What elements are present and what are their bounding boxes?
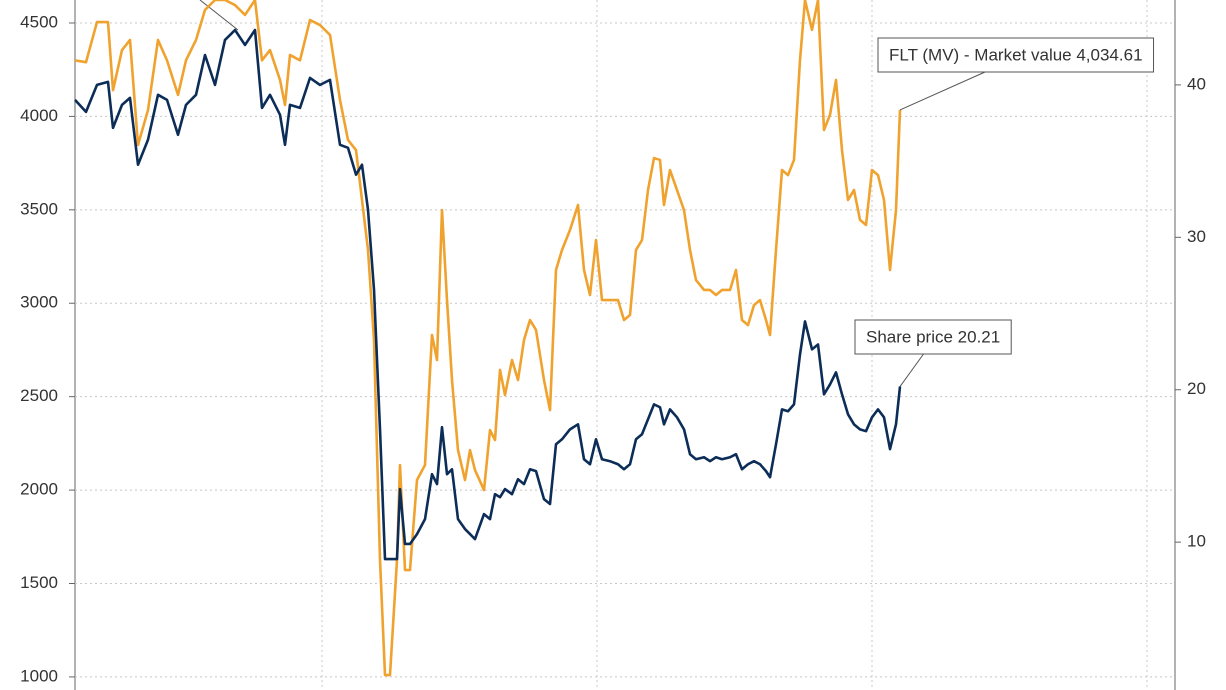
y2-tick-label: 30 xyxy=(1187,227,1206,246)
series-line xyxy=(74,0,902,677)
y2-tick-label: 40 xyxy=(1187,74,1206,93)
leader-line xyxy=(199,0,239,31)
y-tick-label: 3000 xyxy=(20,293,58,312)
y-tick-label: 2000 xyxy=(20,480,58,499)
leader-line xyxy=(899,71,986,111)
leader-line xyxy=(899,351,926,387)
y-tick-label: 2500 xyxy=(20,386,58,405)
y-tick-label: 4000 xyxy=(20,106,58,125)
annotation: FLT (MV) - Market value 4,034.61 xyxy=(889,45,1143,64)
y2-tick-label: 10 xyxy=(1187,532,1206,551)
annotation-box xyxy=(877,37,1155,73)
y-tick-label: 1500 xyxy=(20,573,58,592)
annotation: Share price 20.21 xyxy=(866,327,1000,346)
series-line xyxy=(74,28,902,561)
y-tick-label: 3500 xyxy=(20,199,58,218)
y-tick-label: 1000 xyxy=(20,666,58,685)
y-tick-label: 4500 xyxy=(20,12,58,31)
y2-tick-label: 20 xyxy=(1187,379,1206,398)
annotation-box xyxy=(854,319,1012,355)
